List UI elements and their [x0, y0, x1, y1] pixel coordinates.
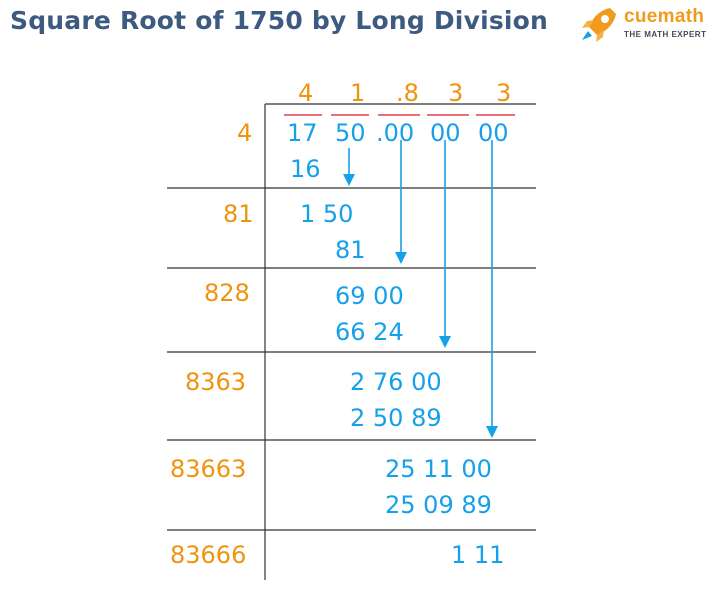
step-subtrahend: 2 50 89 — [350, 404, 442, 432]
quotient-digit: 3 — [496, 79, 512, 107]
step-subtrahend: 16 — [290, 155, 321, 183]
quotient-digit: 1 — [350, 79, 366, 107]
step-remainder: 25 11 00 — [385, 455, 492, 483]
divisor-value: 4 — [237, 119, 253, 147]
step-remainder: 1 50 — [300, 200, 354, 228]
divisor-value: 83663 — [170, 455, 247, 483]
cuemath-logo: cuemath THE MATH EXPERT — [578, 4, 707, 46]
final-remainder: 1 11 — [451, 541, 505, 569]
divisor-value: 828 — [204, 279, 250, 307]
arrow-head — [439, 336, 451, 348]
rocket-icon — [582, 8, 616, 42]
dividend-group: 17 — [287, 119, 318, 147]
step-subtrahend: 25 09 89 — [385, 491, 492, 519]
logo-name: cuemath — [624, 6, 705, 27]
step-remainder: 69 00 — [335, 282, 404, 310]
quotient-digit: .8 — [396, 79, 419, 107]
page-title: Square Root of 1750 by Long Division — [10, 6, 549, 35]
dividend-group: 00 — [430, 119, 461, 147]
arrow-head — [395, 252, 407, 264]
quotient-digit: 3 — [448, 79, 464, 107]
dividend-group: 50 — [335, 119, 366, 147]
divisor-value: 8363 — [185, 368, 247, 396]
arrow-head — [486, 426, 498, 438]
step-remainder: 2 76 00 — [350, 368, 442, 396]
step-subtrahend: 66 24 — [335, 318, 404, 346]
step-subtrahend: 81 — [335, 236, 366, 264]
divisor-value: 81 — [223, 200, 254, 228]
divisor-value: 83666 — [170, 541, 247, 569]
dividend-group: 00 — [478, 119, 509, 147]
dividend-group: .00 — [376, 119, 415, 147]
logo-tagline: THE MATH EXPERT — [624, 30, 707, 39]
arrow-head — [343, 174, 355, 186]
quotient-digit: 4 — [298, 79, 314, 107]
